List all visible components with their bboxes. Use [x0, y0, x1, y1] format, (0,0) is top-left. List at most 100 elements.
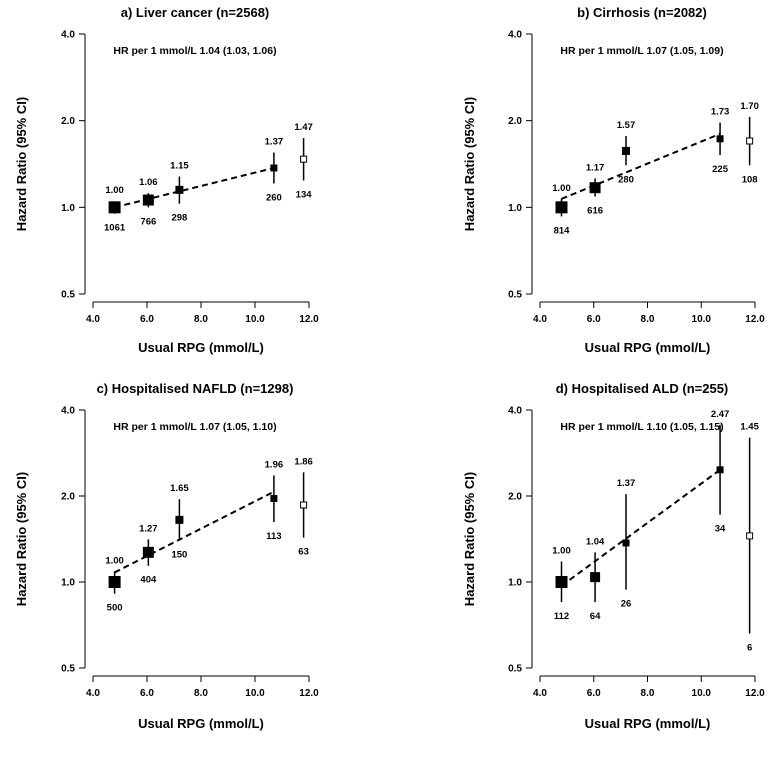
n-label: 766 — [140, 216, 156, 227]
n-label: 500 — [107, 603, 123, 614]
x-tick-label: 4.0 — [533, 314, 547, 325]
x-axis-label: Usual RPG (mmol/L) — [585, 716, 711, 731]
panel-title: d) Hospitalised ALD (n=255) — [556, 381, 729, 396]
n-label: 298 — [171, 213, 187, 224]
filled-square-marker — [555, 576, 568, 588]
n-label: 280 — [618, 174, 634, 185]
data-point: 1.96 113 — [265, 459, 284, 542]
x-tick-label: 6.0 — [587, 314, 601, 325]
data-point: 1.00 1061 — [104, 185, 126, 234]
data-point: 1.06 766 — [139, 177, 158, 227]
open-square-marker — [746, 137, 754, 145]
y-tick-label: 0.5 — [61, 664, 75, 675]
n-label: 150 — [171, 549, 187, 560]
x-axis-label: Usual RPG (mmol/L) — [585, 340, 711, 355]
filled-square-marker — [142, 546, 154, 558]
n-label: 225 — [712, 164, 729, 175]
hr-label: 1.00 — [552, 545, 571, 556]
y-axis-label: Hazard Ratio (95% CI) — [14, 97, 29, 231]
x-tick-label: 12.0 — [745, 314, 765, 325]
data-point: 1.00 814 — [552, 183, 571, 237]
filled-square-marker — [716, 466, 724, 474]
panel-subtitle: HR per 1 mmol/L 1.04 (1.03, 1.06) — [113, 45, 276, 57]
data-point: 1.45 6 — [740, 422, 759, 654]
y-axis-label: Hazard Ratio (95% CI) — [462, 97, 477, 231]
hr-label: 1.96 — [265, 459, 284, 470]
n-label: 260 — [266, 192, 282, 203]
data-point: 1.15 298 — [170, 160, 189, 223]
hr-label: 1.86 — [294, 456, 313, 467]
n-label: 63 — [298, 547, 309, 558]
filled-square-marker — [622, 539, 630, 547]
trend-line — [561, 132, 721, 200]
filled-square-marker — [108, 576, 121, 588]
y-axis-label: Hazard Ratio (95% CI) — [462, 472, 477, 606]
data-point: 1.37 26 — [617, 478, 636, 610]
panel-title: b) Cirrhosis (n=2082) — [577, 5, 707, 20]
x-axis-label: Usual RPG (mmol/L) — [138, 340, 264, 355]
data-point: 1.73 225 — [711, 107, 730, 175]
hr-label: 1.27 — [139, 523, 158, 534]
filled-square-marker — [142, 194, 154, 206]
filled-square-marker — [716, 135, 724, 143]
filled-square-marker — [589, 182, 601, 194]
data-point: 1.37 260 — [265, 137, 284, 204]
panel-2: b) Cirrhosis (n=2082) HR per 1 mmol/L 1.0… — [462, 5, 765, 355]
filled-square-marker — [175, 515, 184, 524]
filled-square-marker — [270, 164, 278, 172]
x-axis-label: Usual RPG (mmol/L) — [138, 716, 264, 731]
panel-subtitle: HR per 1 mmol/L 1.10 (1.05, 1.15) — [560, 421, 723, 433]
y-tick-label: 0.5 — [508, 664, 522, 675]
x-tick-label: 8.0 — [641, 314, 655, 325]
hr-label: 1.00 — [105, 555, 124, 566]
data-point: 2.47 34 — [711, 409, 730, 535]
n-label: 26 — [621, 599, 632, 610]
data-point: 1.27 404 — [139, 523, 158, 585]
filled-square-marker — [270, 495, 278, 503]
x-tick-label: 12.0 — [299, 688, 319, 699]
data-point: 1.57 280 — [617, 120, 636, 185]
hr-label: 1.37 — [265, 137, 284, 148]
x-tick-label: 10.0 — [692, 688, 712, 699]
x-tick-label: 8.0 — [641, 688, 655, 699]
open-square-marker — [746, 532, 754, 540]
x-tick-label: 10.0 — [245, 688, 265, 699]
n-label: 113 — [266, 531, 281, 542]
x-tick-label: 8.0 — [194, 314, 208, 325]
x-tick-label: 4.0 — [86, 688, 100, 699]
n-label: 404 — [140, 575, 157, 586]
hr-label: 1.57 — [617, 120, 636, 131]
x-tick-label: 10.0 — [245, 314, 265, 325]
x-tick-label: 12.0 — [745, 688, 765, 699]
y-tick-label: 1.0 — [508, 203, 522, 214]
panel-3: c) Hospitalised NAFLD (n=1298) HR per 1 m… — [14, 381, 319, 731]
panel-subtitle: HR per 1 mmol/L 1.07 (1.05, 1.09) — [560, 45, 723, 57]
n-label: 34 — [715, 524, 726, 535]
x-tick-label: 6.0 — [140, 688, 154, 699]
data-point: 1.00 112 — [552, 545, 571, 622]
n-label: 64 — [590, 611, 601, 622]
y-tick-label: 4.0 — [61, 406, 75, 417]
y-tick-label: 2.0 — [61, 116, 75, 127]
n-label: 616 — [587, 206, 603, 217]
y-tick-label: 4.0 — [508, 30, 522, 41]
y-tick-label: 4.0 — [61, 30, 75, 41]
n-label: 6 — [747, 643, 752, 654]
y-tick-label: 1.0 — [61, 203, 75, 214]
panel-subtitle: HR per 1 mmol/L 1.07 (1.05, 1.10) — [113, 421, 276, 433]
hr-label: 1.65 — [170, 483, 189, 494]
n-label: 108 — [742, 174, 758, 185]
x-tick-label: 10.0 — [692, 314, 712, 325]
data-point: 1.86 63 — [294, 456, 313, 557]
trend-line — [560, 469, 721, 587]
y-tick-label: 1.0 — [508, 578, 522, 589]
hr-label: 2.47 — [711, 409, 730, 420]
open-square-marker — [300, 155, 308, 163]
x-tick-label: 8.0 — [194, 688, 208, 699]
hr-label: 1.73 — [711, 107, 730, 118]
hr-label: 1.70 — [740, 101, 759, 112]
y-tick-label: 2.0 — [61, 492, 75, 503]
panel-1: a) Liver cancer (n=2568) HR per 1 mmol/L … — [14, 5, 319, 355]
data-point: 1.70 108 — [740, 101, 759, 185]
